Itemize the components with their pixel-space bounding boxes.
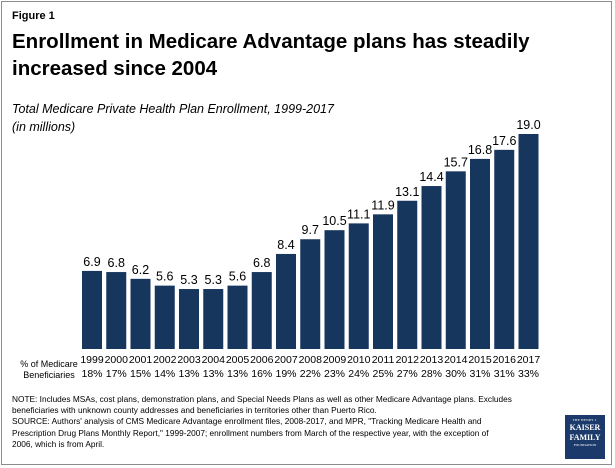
bar-2009 [324, 230, 345, 349]
year-label-2006: 2006 [250, 354, 274, 366]
year-label-2007: 2007 [274, 354, 298, 366]
bar-2005 [227, 285, 248, 349]
pct-label-2013: 28% [421, 368, 442, 380]
pct-label-2007: 19% [275, 368, 296, 380]
note-line-1: NOTE: Includes MSAs, cost plans, demonst… [12, 394, 512, 404]
value-label-2009: 10.5 [322, 214, 346, 228]
logo-line-3: FAMILY [569, 433, 601, 442]
value-label-2005: 5.6 [229, 270, 246, 284]
bar-2004 [203, 289, 224, 349]
year-label-2012: 2012 [396, 354, 420, 366]
value-label-2003: 5.3 [180, 273, 197, 287]
year-label-2013: 2013 [420, 354, 444, 366]
value-label-2014: 15.7 [444, 155, 468, 169]
bar-2015 [470, 158, 490, 349]
pct-label-2005: 13% [227, 368, 248, 380]
kff-logo: THE HENRY J. KAISER FAMILY FOUNDATION [565, 415, 605, 459]
pct-label-2006: 16% [251, 368, 272, 380]
year-label-2000: 2000 [105, 354, 129, 366]
value-label-2012: 13.1 [395, 185, 419, 199]
value-label-2001: 6.2 [132, 263, 149, 277]
source-line-2: Prescription Drug Plans Monthly Report,"… [12, 427, 489, 438]
bar-2017 [518, 134, 539, 349]
value-label-2015: 16.8 [468, 143, 492, 157]
value-label-2007: 8.4 [277, 238, 294, 252]
source-line-3: 2006, which is from April. [12, 438, 105, 449]
value-label-1999: 6.9 [83, 255, 100, 269]
year-label-2002: 2002 [153, 354, 177, 366]
pct-label-2014: 30% [445, 368, 466, 380]
bar-2008 [300, 239, 321, 349]
value-label-2017: 19.0 [516, 118, 540, 132]
value-label-2004: 5.3 [205, 273, 222, 287]
pct-label-2002: 14% [154, 368, 175, 380]
year-label-2017: 2017 [517, 354, 541, 366]
bar-2013 [421, 186, 442, 349]
value-label-2016: 17.6 [492, 134, 516, 148]
year-label-2008: 2008 [299, 354, 323, 366]
pct-label-2000: 17% [106, 368, 127, 380]
bar-2002 [154, 285, 175, 349]
pct-label-1999: 18% [81, 368, 102, 380]
logo-line-4: FOUNDATION [573, 443, 597, 447]
bar-2000 [106, 272, 127, 349]
chart-subtitle: Total Medicare Private Health Plan Enrol… [12, 100, 334, 136]
bar-2006 [251, 272, 272, 349]
bar-2012 [397, 200, 418, 349]
year-label-2011: 2011 [372, 354, 395, 366]
pct-label-2015: 31% [469, 368, 490, 380]
pct-label-2008: 22% [300, 368, 321, 380]
year-label-2010: 2010 [347, 354, 371, 366]
year-label-2003: 2003 [177, 354, 201, 366]
pct-row-label-line-2: Beneficiaries [23, 370, 75, 380]
pct-row-label-line-1: % of Medicare [20, 359, 78, 369]
year-label-2016: 2016 [493, 354, 517, 366]
year-label-2001: 2001 [129, 354, 153, 366]
pct-label-2011: 25% [372, 368, 393, 380]
note-line-2: beneficiaries with unknown county addres… [12, 405, 377, 416]
chart-title: Enrollment in Medicare Advantage plans h… [12, 30, 530, 80]
value-label-2011: 11.9 [371, 198, 394, 212]
source-line-1: SOURCE: Authors' analysis of CMS Medicar… [12, 416, 482, 427]
subtitle-line-1: Total Medicare Private Health Plan Enrol… [12, 102, 334, 116]
pct-label-2001: 15% [130, 368, 151, 380]
bar-2016 [494, 149, 515, 349]
subtitle-line-2: (in millions) [12, 120, 76, 134]
notes-and-source: NOTE: Includes MSAs, cost plans, demonst… [12, 394, 557, 450]
year-label-2014: 2014 [444, 354, 468, 366]
pct-label-2003: 13% [178, 368, 199, 380]
bar-2014 [445, 171, 466, 349]
pct-label-2004: 13% [203, 368, 224, 380]
bar-2010 [348, 223, 369, 349]
value-label-2002: 5.6 [156, 270, 173, 284]
year-label-1999: 1999 [80, 354, 104, 366]
bar-2001 [130, 278, 151, 349]
value-label-2006: 6.8 [253, 256, 270, 270]
pct-label-2010: 24% [348, 368, 369, 380]
year-label-2015: 2015 [468, 354, 492, 366]
year-label-2005: 2005 [226, 354, 250, 366]
value-label-2013: 14.4 [419, 170, 443, 184]
value-label-2008: 9.7 [302, 223, 319, 237]
bar-2011 [373, 214, 393, 349]
pct-label-2012: 27% [397, 368, 418, 380]
bar-1999 [82, 270, 102, 349]
year-label-2009: 2009 [323, 354, 347, 366]
pct-label-2009: 23% [324, 368, 345, 380]
pct-row-label: % of Medicare Beneficiaries [14, 359, 84, 381]
bar-2007 [276, 253, 296, 349]
logo-line-1: THE HENRY J. [572, 418, 598, 422]
value-label-2010: 11.1 [347, 207, 370, 221]
figure-label: Figure 1 [12, 10, 55, 22]
pct-label-2017: 33% [518, 368, 539, 380]
logo-line-2: KAISER [569, 423, 601, 432]
bar-2003 [179, 289, 199, 349]
value-label-2000: 6.8 [108, 256, 125, 270]
pct-label-2016: 31% [494, 368, 515, 380]
year-label-2004: 2004 [202, 354, 226, 366]
